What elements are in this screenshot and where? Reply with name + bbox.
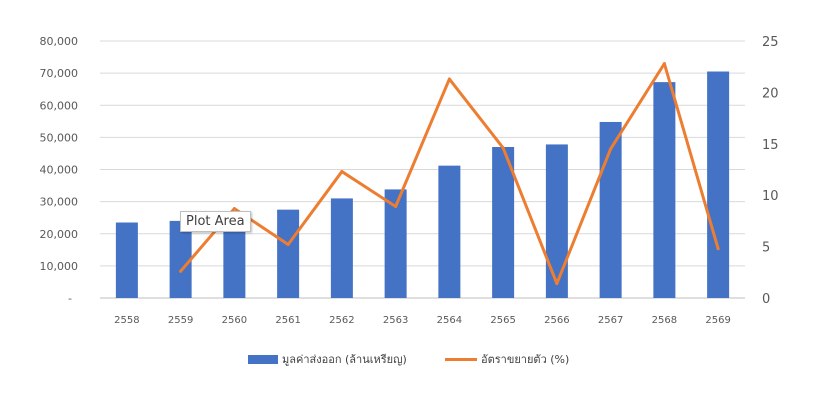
bar <box>277 209 300 298</box>
left-axis-tick-label: 30,000 <box>40 196 79 209</box>
legend-line-label: อัตราขยายตัว (%) <box>481 353 569 366</box>
x-tick-label: 2561 <box>275 315 300 326</box>
line-point <box>609 147 613 151</box>
legend: มูลค่าส่งออก (ล้านเหรียญ) อัตราขยายตัว (… <box>248 353 569 366</box>
left-axis-tick-label: 40,000 <box>40 164 79 177</box>
bar <box>115 222 138 298</box>
x-tick-label: 2558 <box>114 315 139 326</box>
line-point <box>555 282 559 286</box>
line-point <box>286 243 290 247</box>
x-tick-label: 2568 <box>652 315 677 326</box>
right-axis-tick-label: 20 <box>762 86 779 101</box>
x-tick-label: 2559 <box>168 315 193 326</box>
bar <box>384 189 407 298</box>
x-tick-label: 2564 <box>437 315 462 326</box>
x-axis: 2558 2559 2560 2561 2562 2563 2564 2565 2566 2567… <box>114 315 731 326</box>
right-axis-tick-label: 10 <box>762 189 779 204</box>
x-tick-label: 2569 <box>705 315 730 326</box>
left-axis-tick-label: 70,000 <box>40 67 79 80</box>
right-axis: 0 5 10 15 20 25 <box>762 35 779 307</box>
left-axis-tick-label: 10,000 <box>40 260 79 273</box>
line-point <box>394 205 398 209</box>
bar <box>438 165 461 298</box>
bar <box>330 198 353 298</box>
left-axis-tick-label: 60,000 <box>40 99 79 112</box>
bar <box>653 82 676 299</box>
line-point <box>716 247 720 251</box>
right-axis-tick-label: 15 <box>762 138 779 153</box>
line-point <box>340 170 344 174</box>
line-point <box>662 62 666 66</box>
left-axis-tick-label: - <box>68 292 72 305</box>
right-axis-tick-label: 5 <box>762 241 770 256</box>
line-point <box>232 207 236 211</box>
x-tick-label: 2566 <box>544 315 569 326</box>
x-tick-label: 2562 <box>329 315 354 326</box>
legend-bar-swatch <box>248 355 278 364</box>
line-series <box>179 62 720 286</box>
x-tick-label: 2563 <box>383 315 408 326</box>
x-tick-label: 2565 <box>490 315 515 326</box>
left-axis-tick-label: 20,000 <box>40 228 79 241</box>
right-axis-tick-label: 0 <box>762 292 770 307</box>
left-axis-tick-label: 80,000 <box>40 35 79 48</box>
bar <box>223 214 246 298</box>
left-axis-tick-label: 50,000 <box>40 131 79 144</box>
bar <box>169 220 192 298</box>
line-point <box>501 146 505 150</box>
x-tick-label: 2567 <box>598 315 623 326</box>
plot-area-tooltip: Plot Area <box>180 211 251 232</box>
gridlines <box>100 40 745 299</box>
line-point <box>179 269 183 273</box>
bar <box>545 144 568 298</box>
bar <box>707 71 730 298</box>
legend-bar-label: มูลค่าส่งออก (ล้านเหรียญ) <box>282 353 407 366</box>
bar <box>492 147 515 298</box>
x-tick-label: 2560 <box>222 315 247 326</box>
left-axis: - 10,000 20,000 30,000 40,000 50,000 60,000 70,… <box>40 35 79 305</box>
right-axis-tick-label: 25 <box>762 35 779 50</box>
line-point <box>447 77 451 81</box>
